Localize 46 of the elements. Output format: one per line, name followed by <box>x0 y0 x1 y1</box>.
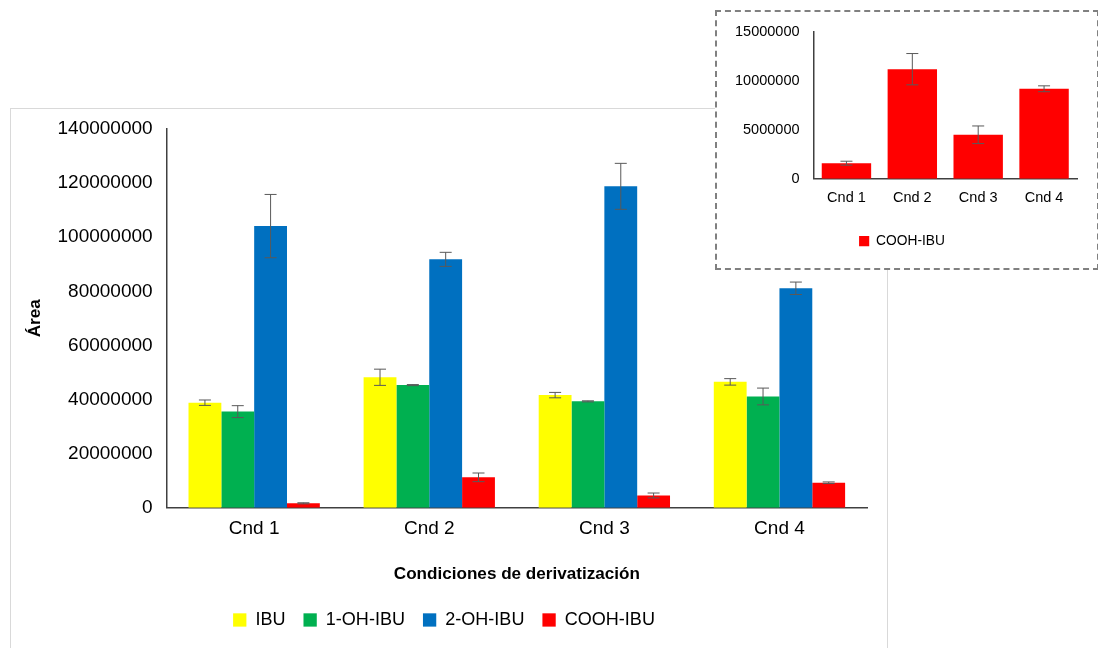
y-axis-title: Área <box>24 298 44 338</box>
bar <box>254 226 287 508</box>
bar <box>812 482 846 508</box>
y-tick-label: 60000000 <box>68 333 153 355</box>
bar <box>188 402 222 508</box>
bar <box>571 401 605 508</box>
y-tick-label: 0 <box>142 495 153 517</box>
y-tick-label: 100000000 <box>57 225 153 247</box>
x-tick-label: Cnd 4 <box>754 517 806 539</box>
legend-label: 1-OH-IBU <box>325 608 405 629</box>
legend-label: COOH-IBU <box>876 232 945 248</box>
bar <box>221 411 255 508</box>
y-tick-label: 80000000 <box>68 279 153 301</box>
legend-label: COOH-IBU <box>564 608 655 629</box>
bar <box>637 495 671 508</box>
legend-label: IBU <box>255 608 286 629</box>
x-tick-label: Cnd 1 <box>827 188 866 205</box>
bar <box>713 381 747 508</box>
y-tick-label: 40000000 <box>68 387 153 409</box>
bar <box>887 69 938 179</box>
x-tick-label: Cnd 2 <box>892 188 932 205</box>
legend-label: 2-OH-IBU <box>445 608 525 629</box>
y-tick-label: 20000000 <box>68 441 153 463</box>
bar <box>462 477 495 508</box>
bar <box>1019 88 1069 179</box>
x-axis-title: Condiciones de derivatización <box>393 564 640 584</box>
bar <box>604 186 638 508</box>
y-tick-label: 5000000 <box>743 120 800 137</box>
bar <box>429 259 463 508</box>
x-tick-label: Cnd 3 <box>958 188 998 205</box>
bar <box>953 134 1003 179</box>
y-tick-label: 10000000 <box>735 71 800 88</box>
x-tick-label: Cnd 3 <box>579 517 630 539</box>
y-tick-label: 15000000 <box>735 23 800 39</box>
y-tick-label: 0 <box>791 169 800 186</box>
bar <box>821 163 872 179</box>
bar <box>538 395 572 508</box>
y-tick-label: 120000000 <box>57 171 153 193</box>
bar <box>746 396 780 508</box>
x-tick-label: Cnd 4 <box>1024 188 1064 205</box>
bar <box>396 385 430 508</box>
bar <box>779 288 813 508</box>
bar <box>363 377 397 508</box>
y-tick-label: 140000000 <box>57 117 153 139</box>
x-tick-label: Cnd 1 <box>228 517 280 539</box>
x-tick-label: Cnd 2 <box>403 517 455 539</box>
